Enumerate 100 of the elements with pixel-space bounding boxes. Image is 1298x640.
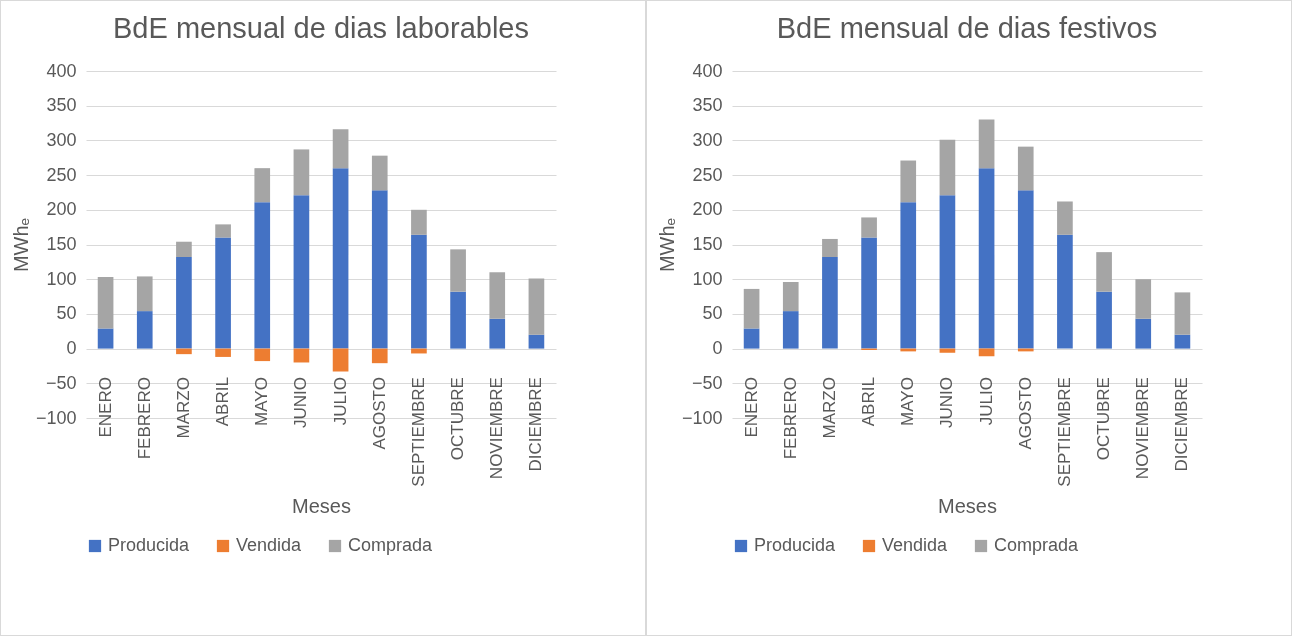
y-tick-label: −50 <box>691 372 723 393</box>
bar <box>528 334 545 349</box>
y-tick-label: −100 <box>681 407 723 428</box>
x-tick-label: DICIEMBRE <box>526 377 546 472</box>
bar <box>978 119 995 169</box>
bar <box>489 318 506 349</box>
bar <box>1135 279 1152 319</box>
y-tick-label: −50 <box>45 372 77 393</box>
y-tick-label: 50 <box>56 303 77 324</box>
x-tick-label: ABRIL <box>213 377 233 427</box>
y-tick-label: 200 <box>692 199 723 220</box>
y-tick-label: 150 <box>46 234 77 254</box>
y-tick-label: 50 <box>702 303 723 324</box>
y-axis-title: MWhₑ <box>9 217 32 273</box>
bar <box>939 195 956 349</box>
y-tick-label: 400 <box>46 60 77 81</box>
bar <box>176 348 192 355</box>
bar <box>939 139 956 196</box>
y-tick-label: 300 <box>692 129 723 150</box>
x-tick-label: JUNIO <box>291 377 311 429</box>
bar <box>743 288 760 329</box>
x-tick-label: ENERO <box>95 377 115 438</box>
bar <box>489 272 506 319</box>
chart-title: BdE mensual de dias festivos <box>776 12 1158 44</box>
bar <box>1174 334 1191 349</box>
y-axis-title: MWhₑ <box>655 217 678 273</box>
bar <box>97 277 114 329</box>
x-tick-label: MARZO <box>819 377 839 439</box>
y-tick-label: −100 <box>35 407 77 428</box>
x-tick-label: AGOSTO <box>369 377 389 450</box>
x-tick-label: ABRIL <box>859 377 879 427</box>
x-axis-title: Meses <box>938 494 997 517</box>
bar <box>528 278 545 335</box>
x-tick-label: NOVIEMBRE <box>487 377 507 480</box>
bar <box>215 237 231 349</box>
bar <box>450 249 466 292</box>
x-tick-label: FEBRERO <box>134 377 154 460</box>
bar <box>782 281 799 312</box>
bar <box>215 348 231 357</box>
bar <box>332 348 349 372</box>
bar <box>371 155 388 191</box>
legend-label: Comprada <box>994 535 1080 555</box>
y-tick-label: 300 <box>46 129 77 150</box>
bar <box>822 256 838 349</box>
bar <box>293 149 310 196</box>
legend-label: Producida <box>754 535 837 555</box>
x-tick-label: JUNIO <box>937 377 957 429</box>
bar <box>822 238 838 257</box>
bar <box>293 348 310 363</box>
x-axis-title: Meses <box>292 494 351 517</box>
bar <box>254 202 271 349</box>
y-tick-label: 350 <box>692 95 723 116</box>
x-tick-label: DICIEMBRE <box>1172 377 1192 472</box>
bar <box>176 241 192 257</box>
bar <box>254 168 271 203</box>
y-tick-label: 150 <box>692 234 723 254</box>
bar <box>978 168 995 349</box>
bar <box>97 328 114 349</box>
x-tick-label: MAYO <box>252 377 272 426</box>
x-tick-label: SEPTIEMBRE <box>1054 377 1074 487</box>
x-tick-label: JULIO <box>330 377 350 426</box>
bar <box>293 195 310 349</box>
bar <box>900 202 917 349</box>
x-tick-label: JULIO <box>976 377 996 426</box>
bar <box>332 168 349 349</box>
bar <box>411 234 427 349</box>
y-tick-label: 250 <box>46 164 77 185</box>
bar <box>743 328 760 349</box>
legend-label: Vendida <box>882 535 949 555</box>
bar <box>1174 292 1191 335</box>
y-tick-label: 0 <box>712 338 723 359</box>
x-tick-label: NOVIEMBRE <box>1133 377 1153 480</box>
y-tick-label: 350 <box>46 95 77 116</box>
y-tick-label: 100 <box>46 268 77 289</box>
bar <box>332 129 349 169</box>
legend-label: Producida <box>108 535 191 555</box>
bar <box>1017 146 1034 191</box>
x-tick-label: SEPTIEMBRE <box>408 377 428 487</box>
chart-title: BdE mensual de dias laborables <box>113 12 529 44</box>
x-tick-label: FEBRERO <box>780 377 800 460</box>
x-tick-label: OCTUBRE <box>1094 377 1114 461</box>
bar <box>1096 291 1112 349</box>
bar <box>1057 201 1073 235</box>
x-tick-label: MARZO <box>173 377 193 439</box>
bar <box>939 348 956 353</box>
y-tick-label: 100 <box>692 268 723 289</box>
y-tick-label: 200 <box>46 199 77 220</box>
bar <box>371 190 388 349</box>
y-tick-label: 250 <box>692 164 723 185</box>
x-tick-label: AGOSTO <box>1015 377 1035 450</box>
legend-label: Vendida <box>236 535 303 555</box>
bar <box>1017 190 1034 349</box>
bar <box>861 217 877 238</box>
y-tick-label: 400 <box>692 60 723 81</box>
bar <box>1135 318 1152 349</box>
bar <box>900 160 917 203</box>
bar <box>861 237 877 349</box>
x-tick-label: MAYO <box>898 377 918 426</box>
y-tick-label: 0 <box>66 338 77 359</box>
bar <box>411 209 427 235</box>
